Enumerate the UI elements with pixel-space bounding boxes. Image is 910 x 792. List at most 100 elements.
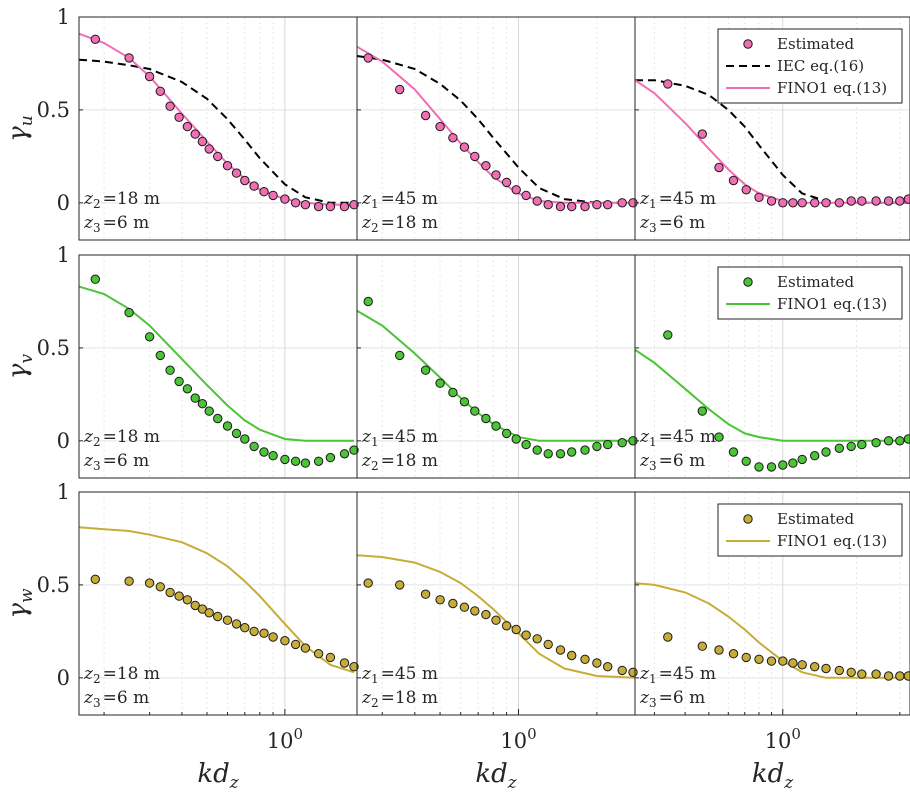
estimated-point: [204, 406, 214, 416]
height-annotation-var: z: [361, 451, 372, 471]
estimated-point: [778, 198, 788, 208]
estimated-point: [714, 432, 724, 442]
estimated-point: [204, 608, 214, 618]
estimated-point: [290, 639, 301, 650]
estimated-point: [903, 194, 910, 204]
height-annotation: z3 =6 m: [83, 451, 149, 473]
estimated-point: [580, 201, 590, 212]
estimated-point: [797, 660, 807, 670]
estimated-point: [728, 175, 739, 186]
estimated-point: [567, 650, 577, 661]
estimated-point: [182, 595, 193, 605]
panel-frame: [634, 254, 910, 479]
height-annotation-sub: 2: [93, 672, 101, 686]
legend-label: Estimated: [777, 273, 855, 291]
y-axis-label-main: γ: [3, 363, 33, 379]
legend-label: FINO1 eq.(13): [777, 532, 887, 550]
estimated-point: [268, 190, 278, 201]
estimated-point: [491, 421, 501, 431]
height-annotation-sub: 1: [649, 672, 657, 686]
y-tick-label: 1: [57, 5, 70, 29]
estimated-point: [821, 663, 831, 674]
estimated-point: [259, 628, 269, 638]
estimated-point: [349, 200, 359, 210]
height-annotation-value: =18 m: [103, 664, 160, 684]
x-axis-label: kdz: [475, 759, 517, 792]
x-tick-label-exp: 0: [527, 725, 537, 743]
height-annotation: z2 =18 m: [361, 688, 438, 710]
estimated-point: [895, 671, 905, 681]
estimated-point: [592, 441, 602, 452]
height-annotation-sub: 2: [371, 459, 379, 473]
estimated-point: [871, 438, 881, 448]
iec-curve: [635, 79, 910, 204]
estimated-point: [249, 626, 259, 637]
estimated-point: [197, 136, 208, 147]
x-tick-label-exp: 0: [791, 725, 801, 743]
estimated-point: [470, 606, 480, 616]
y-tick-label: 1: [57, 243, 70, 267]
estimated-point: [883, 671, 894, 681]
height-annotation-sub: 2: [371, 221, 379, 235]
estimated-point: [501, 621, 512, 631]
estimated-point: [834, 443, 844, 453]
height-annotation-value: =45 m: [659, 664, 716, 684]
height-annotation-value: =45 m: [659, 427, 716, 447]
legend-label: Estimated: [777, 510, 855, 528]
estimated-point: [395, 84, 405, 95]
height-annotation-value: =45 m: [381, 664, 438, 684]
legend-marker-estimated: [743, 39, 753, 49]
height-annotation: z1 =45 m: [361, 664, 438, 686]
estimated-point: [213, 413, 223, 424]
height-annotation-sub: 1: [649, 435, 657, 449]
estimated-point: [213, 151, 223, 162]
estimated-point: [555, 645, 566, 655]
height-annotation-var: z: [361, 688, 372, 708]
estimated-point: [363, 53, 373, 63]
height-annotation-value: =18 m: [381, 688, 438, 708]
estimated-point: [567, 201, 577, 212]
height-annotation-sub: 1: [371, 672, 379, 686]
estimated-point: [339, 201, 350, 212]
estimated-point: [543, 200, 553, 210]
height-annotation-value: =18 m: [381, 451, 438, 471]
legend-label: Estimated: [777, 35, 855, 53]
y-axis-label: γv: [3, 354, 37, 380]
estimated-point: [788, 198, 798, 208]
y-tick-label: 0: [57, 429, 70, 453]
height-annotation-var: z: [639, 213, 650, 233]
estimated-point: [420, 365, 431, 375]
estimated-point: [165, 365, 175, 375]
estimated-point: [821, 447, 831, 457]
height-annotation-var: z: [361, 213, 372, 233]
estimated-point: [90, 34, 101, 44]
estimated-point: [521, 630, 531, 640]
estimated-point: [363, 578, 373, 588]
estimated-point: [204, 144, 214, 154]
text-layer: 00.51γu00.51γv00.51γw100kdz100kdz100kdzz…: [3, 5, 887, 792]
iec-curve: [78, 58, 357, 204]
estimated-point: [363, 296, 373, 307]
estimated-point: [182, 384, 193, 394]
height-annotation-value: =18 m: [381, 213, 438, 233]
marker-layer: [90, 34, 910, 681]
panel-frame: [634, 16, 910, 241]
height-annotation: z3 =6 m: [639, 688, 705, 710]
estimated-point: [741, 652, 751, 663]
estimated-point: [580, 654, 590, 664]
estimated-point: [567, 447, 577, 457]
height-annotation-sub: 2: [93, 435, 101, 449]
estimated-point: [240, 175, 250, 186]
estimated-point: [857, 439, 867, 450]
estimated-point: [313, 201, 324, 212]
estimated-point: [349, 445, 359, 455]
estimated-point: [222, 161, 233, 171]
estimated-point: [313, 649, 324, 659]
height-annotation-var: z: [83, 688, 94, 708]
height-annotation: z1 =45 m: [639, 664, 716, 686]
height-annotation: z1 =45 m: [639, 427, 716, 449]
estimated-point: [728, 649, 739, 659]
x-tick-label: 100: [500, 725, 536, 753]
estimated-point: [435, 595, 445, 605]
